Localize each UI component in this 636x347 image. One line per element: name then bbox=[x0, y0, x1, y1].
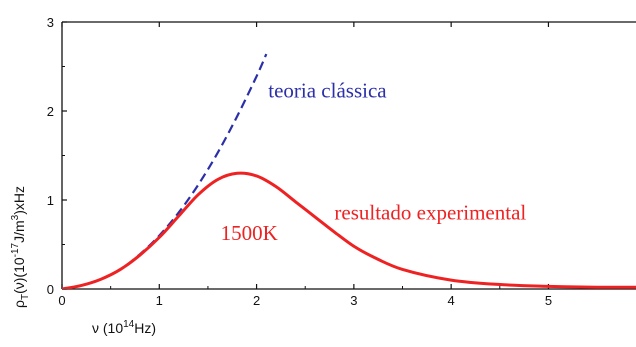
annotation-classical-theory: teoria clássica bbox=[268, 79, 387, 103]
y-tick-label-0: 0 bbox=[47, 282, 54, 297]
y-axis-label-mid2: J/m bbox=[11, 220, 27, 243]
y-axis-label-sup2: 3 bbox=[10, 214, 21, 220]
plot-area: 0 1 2 3 4 5 0 1 2 3 teoria clássica resultado exper… bbox=[47, 15, 636, 308]
y-axis-label-sub: T bbox=[20, 294, 31, 300]
x-axis-label-sup: 14 bbox=[123, 319, 135, 330]
y-axis-label-suffix: )xHz bbox=[11, 186, 27, 215]
x-tick-label-3: 3 bbox=[350, 293, 357, 308]
x-axis-label-prefix: ν (10 bbox=[92, 320, 123, 336]
annotation-experimental-result: resultado experimental bbox=[334, 201, 526, 225]
x-axis-label-suffix: Hz) bbox=[134, 320, 156, 336]
x-tick-label-0: 0 bbox=[58, 293, 65, 308]
y-axis-label-mid: (ν)(10 bbox=[11, 257, 27, 294]
y-axis-label-rho: ρ bbox=[11, 300, 27, 308]
x-tick-label-2: 2 bbox=[253, 293, 260, 308]
x-tick-label-5: 5 bbox=[545, 293, 552, 308]
x-axis-label: ν (1014Hz) bbox=[92, 319, 156, 336]
y-axis-label-sup1: -17 bbox=[10, 242, 21, 257]
y-tick-label-2: 2 bbox=[47, 104, 54, 119]
y-axis-label: ρT(ν)(10-17J/m3)xHz bbox=[10, 186, 31, 308]
x-tick-label-1: 1 bbox=[156, 293, 163, 308]
y-tick-label-1: 1 bbox=[47, 193, 54, 208]
x-tick-label-4: 4 bbox=[448, 293, 455, 308]
annotation-temperature: 1500K bbox=[221, 221, 278, 245]
classical-theory-line bbox=[62, 53, 268, 289]
experimental-result-line bbox=[62, 171, 636, 289]
y-tick-label-3: 3 bbox=[47, 15, 54, 30]
